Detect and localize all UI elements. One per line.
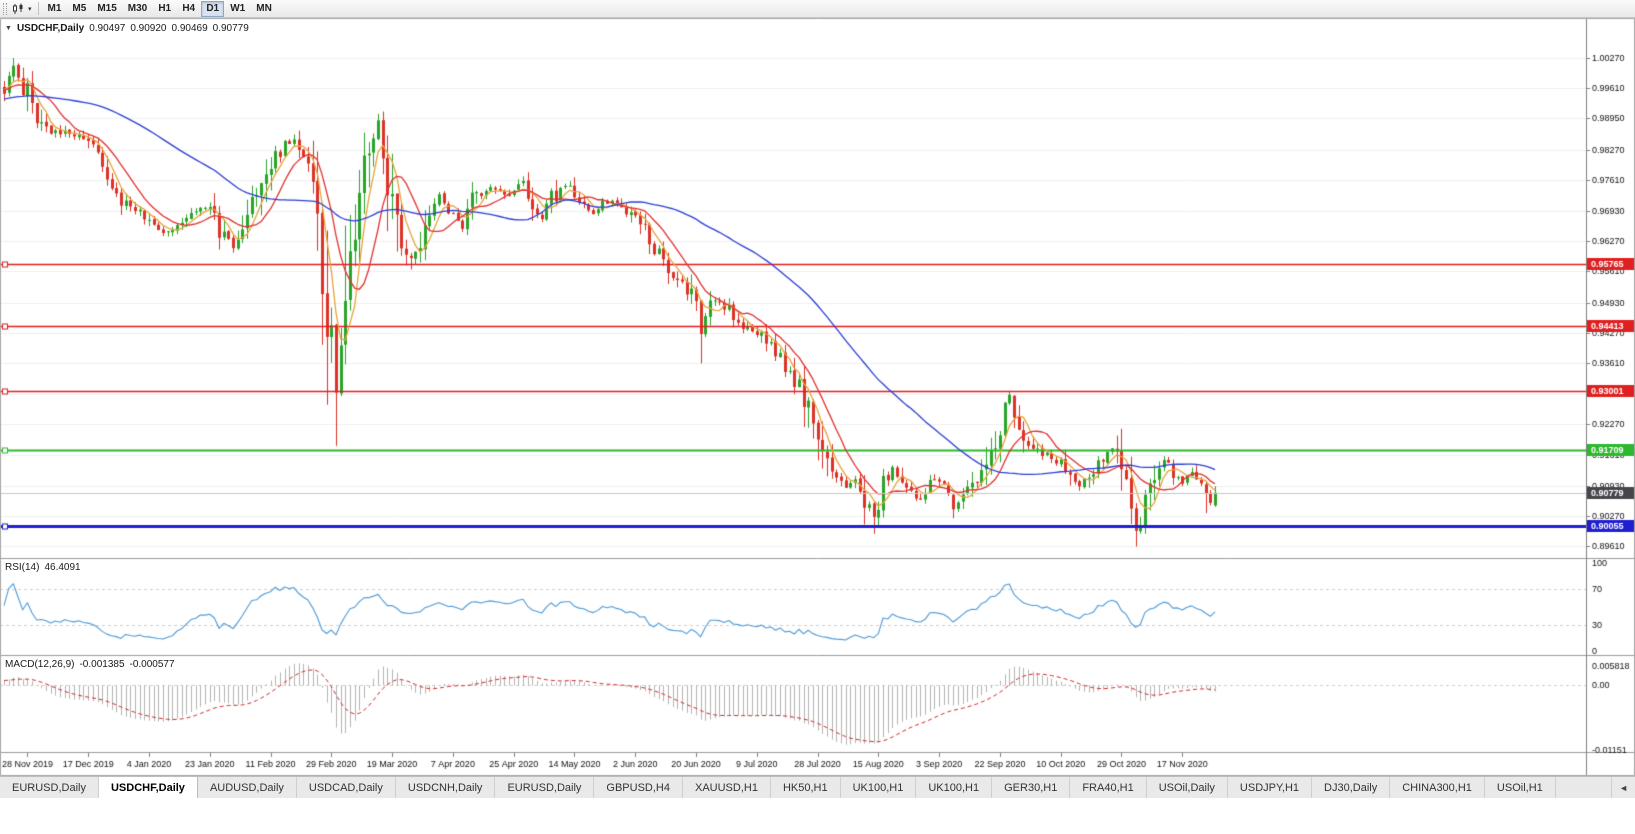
rsi-current-value: 46.4091: [44, 562, 81, 573]
tab-ger30-h1[interactable]: GER30,H1: [992, 777, 1071, 798]
tab-eurusd-daily[interactable]: EURUSD,Daily: [0, 777, 99, 798]
timeframe-button-m15[interactable]: M15: [92, 1, 121, 17]
tab-hk50-h1[interactable]: HK50,H1: [770, 777, 841, 798]
timeframe-button-h1[interactable]: H1: [153, 1, 176, 17]
one-click-trading-arrow-icon[interactable]: ▼: [5, 25, 12, 32]
toolbar-grip[interactable]: [3, 2, 7, 15]
tab-uk100-h1[interactable]: UK100,H1: [916, 777, 993, 798]
tab-usoil-h1[interactable]: USOil,H1: [1484, 777, 1556, 798]
chart-symbol-label: USDCHF,Daily: [16, 23, 85, 34]
chart-tabs-bar: EURUSD,Daily USDCHF,Daily AUDUSD,Daily USDC…: [0, 776, 1635, 798]
tab-eurusd-daily[interactable]: EURUSD,Daily: [495, 777, 595, 798]
timeframe-button-mn[interactable]: MN: [251, 1, 277, 17]
timeframe-toolbar: ▾ M1 M5 M15 M30 H1 H4 D1 W1 MN: [0, 0, 1635, 18]
price-chart-canvas[interactable]: [0, 18, 1635, 776]
tab-xauusd-h1[interactable]: XAUUSD,H1: [682, 777, 771, 798]
ohlc-low-value: 0.90469: [171, 23, 208, 34]
macd-indicator-label: MACD(12,26,9) -0.001385 -0.000577: [5, 659, 175, 670]
tab-dj30-daily[interactable]: DJ30,Daily: [1312, 777, 1391, 798]
ohlc-close-value: 0.90779: [212, 23, 249, 34]
candlestick-chart-icon[interactable]: [10, 1, 26, 17]
chart-window: ▼ USDCHF,Daily 0.90497 0.90920 0.90469 0…: [0, 18, 1635, 776]
ohlc-high-value: 0.90920: [130, 23, 167, 34]
tab-usoil-daily[interactable]: USOil,Daily: [1146, 777, 1228, 798]
chart-tabs: EURUSD,Daily USDCHF,Daily AUDUSD,Daily USDC…: [0, 777, 1556, 798]
tab-audusd-daily[interactable]: AUDUSD,Daily: [197, 777, 297, 798]
tab-usdcad-daily[interactable]: USDCAD,Daily: [296, 777, 396, 798]
timeframe-button-d1[interactable]: D1: [201, 0, 225, 17]
tab-usdcnh-daily[interactable]: USDCNH,Daily: [395, 777, 496, 798]
timeframe-group: M1 M5 M15 M30 H1 H4 D1 W1 MN: [43, 0, 277, 17]
rsi-name: RSI(14): [5, 562, 40, 573]
toolbar-separator: [37, 2, 39, 15]
tab-usdjpy-h1[interactable]: USDJPY,H1: [1227, 777, 1313, 798]
macd-main-value: -0.001385: [79, 659, 125, 670]
timeframe-button-m30[interactable]: M30: [123, 1, 152, 17]
chart-title: ▼ USDCHF,Daily 0.90497 0.90920 0.90469 0…: [5, 23, 249, 34]
tab-scroll-left-button[interactable]: ◄: [1611, 777, 1635, 798]
macd-signal-value: -0.000577: [129, 659, 175, 670]
tab-fra40-h1[interactable]: FRA40,H1: [1070, 777, 1147, 798]
tab-scroll-left-icon: ◄: [1619, 782, 1628, 793]
timeframe-button-m5[interactable]: M5: [67, 1, 91, 17]
timeframe-button-h4[interactable]: H4: [177, 1, 200, 17]
ohlc-open-value: 0.90497: [89, 23, 126, 34]
timeframe-button-w1[interactable]: W1: [225, 1, 250, 17]
chart-dropdown-caret-icon[interactable]: ▾: [28, 5, 32, 13]
tab-china300-h1[interactable]: CHINA300,H1: [1390, 777, 1485, 798]
tab-gbpusd-h4[interactable]: GBPUSD,H4: [594, 777, 683, 798]
macd-name: MACD(12,26,9): [5, 659, 75, 670]
tab-uk100-h1[interactable]: UK100,H1: [840, 777, 917, 798]
timeframe-button-m1[interactable]: M1: [43, 1, 67, 17]
tab-usdchf-daily[interactable]: USDCHF,Daily: [98, 777, 198, 798]
rsi-indicator-label: RSI(14) 46.4091: [5, 562, 81, 573]
